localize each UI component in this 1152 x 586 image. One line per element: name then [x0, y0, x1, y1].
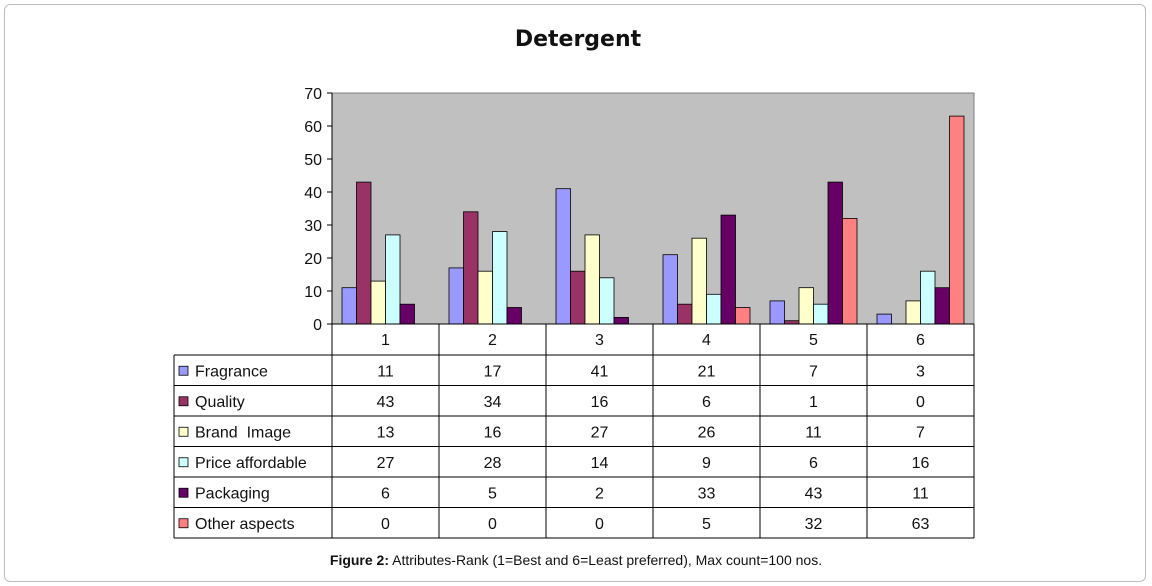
data-label: 32	[805, 516, 823, 533]
data-label: 9	[702, 455, 711, 472]
data-label: 16	[484, 424, 502, 441]
bar	[399, 303, 415, 325]
data-label: 0	[381, 516, 390, 533]
data-label: 0	[488, 516, 497, 533]
legend-label: Price affordable	[195, 455, 307, 472]
bar	[842, 217, 858, 325]
data-label: 27	[591, 424, 609, 441]
plot-area	[331, 92, 975, 325]
bar	[677, 303, 693, 325]
legend-swatch	[178, 487, 189, 498]
y-tick-label: 60	[304, 119, 322, 136]
bar	[662, 254, 678, 325]
data-label: 11	[805, 424, 822, 441]
data-label: 11	[912, 485, 929, 502]
data-label: 6	[809, 455, 818, 472]
data-label: 21	[698, 363, 716, 380]
bar	[934, 287, 950, 325]
data-label: 27	[377, 455, 395, 472]
bar	[555, 188, 571, 325]
y-tick-label: 50	[304, 152, 322, 169]
bar	[341, 287, 357, 325]
caption-text: Attributes-Rank (1=Best and 6=Least pref…	[392, 552, 823, 568]
bar	[613, 316, 629, 325]
chart-title: Detergent	[515, 27, 642, 52]
y-tick-label: 70	[304, 86, 322, 103]
y-tick-label: 10	[304, 284, 322, 301]
bar	[920, 270, 936, 325]
legend-swatch	[178, 396, 189, 407]
data-label: 14	[591, 455, 609, 472]
bar	[876, 313, 892, 325]
bar	[570, 270, 586, 325]
bar	[448, 267, 464, 325]
data-label: 33	[698, 485, 716, 502]
data-label: 17	[484, 363, 502, 380]
data-label: 11	[377, 363, 394, 380]
legend-label: Other aspects	[195, 516, 295, 533]
legend-swatch	[178, 518, 189, 529]
legend-label: Fragrance	[195, 363, 268, 380]
data-label: 28	[484, 455, 502, 472]
x-tick-label: 1	[381, 332, 390, 349]
data-label: 16	[912, 455, 930, 472]
x-tick-label: 3	[595, 332, 604, 349]
data-label: 34	[484, 394, 502, 411]
y-tick-label: 0	[313, 317, 322, 334]
bar	[949, 115, 965, 325]
data-label: 5	[702, 516, 711, 533]
data-label: 63	[912, 516, 930, 533]
data-label: 6	[702, 394, 711, 411]
data-label: 43	[805, 485, 823, 502]
data-label: 7	[916, 424, 925, 441]
data-label: 6	[381, 485, 390, 502]
bar	[506, 307, 522, 325]
bar	[798, 287, 814, 325]
x-tick-label: 6	[916, 332, 925, 349]
legend-swatch	[178, 426, 189, 437]
bar	[356, 181, 372, 325]
bar	[735, 307, 751, 325]
legend-label: Brand Image	[195, 424, 291, 441]
bar	[720, 214, 736, 325]
data-label: 26	[698, 424, 716, 441]
legend-swatch	[178, 365, 189, 376]
bar	[813, 303, 829, 325]
bar	[769, 300, 785, 325]
data-label: 16	[591, 394, 609, 411]
data-label: 0	[916, 394, 925, 411]
legend-swatch	[178, 457, 189, 468]
x-tick-label: 4	[702, 332, 711, 349]
y-tick-label: 40	[304, 185, 322, 202]
figure-caption: Figure 2: Attributes-Rank (1=Best and 6=…	[0, 552, 1152, 568]
bar	[905, 300, 921, 325]
bar	[827, 181, 843, 325]
caption-label: Figure 2:	[329, 552, 390, 568]
bar	[385, 234, 401, 325]
bar	[706, 293, 722, 325]
data-label: 0	[595, 516, 604, 533]
x-tick-label: 5	[809, 332, 818, 349]
bar	[477, 270, 493, 325]
bar	[463, 211, 479, 325]
legend-label: Packaging	[195, 485, 270, 502]
bar	[492, 231, 508, 325]
bar	[691, 237, 707, 325]
bar	[370, 280, 386, 325]
data-label: 1	[809, 394, 818, 411]
data-label: 3	[916, 363, 925, 380]
x-tick-label: 2	[488, 332, 497, 349]
data-label: 41	[591, 363, 609, 380]
data-label: 2	[595, 485, 604, 502]
y-tick-label: 20	[304, 251, 322, 268]
data-label: 43	[377, 394, 395, 411]
data-label: 13	[377, 424, 395, 441]
y-tick-label: 30	[304, 218, 322, 235]
bar	[599, 277, 615, 325]
data-label: 7	[809, 363, 818, 380]
data-label: 5	[488, 485, 497, 502]
legend-label: Quality	[195, 394, 245, 411]
bar	[584, 234, 600, 325]
